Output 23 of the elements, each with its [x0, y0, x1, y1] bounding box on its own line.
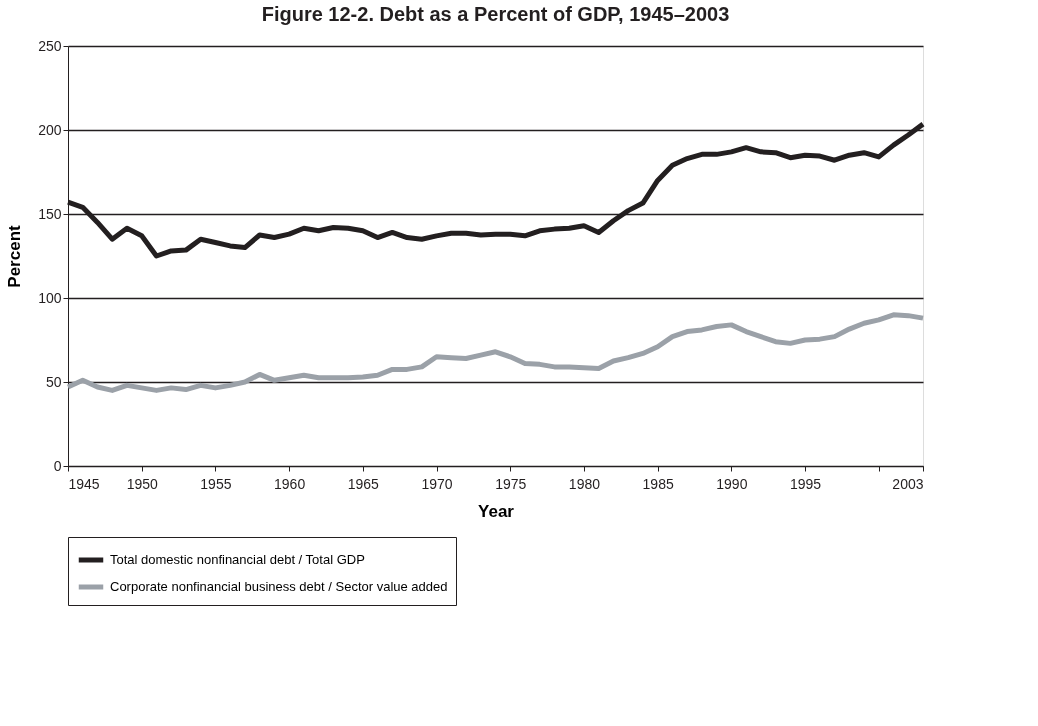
y-tick-label: 200	[38, 121, 62, 138]
y-axis-title: Percent	[5, 224, 25, 288]
x-tick-label: 1965	[347, 475, 380, 492]
x-tick-label: 1980	[568, 475, 601, 492]
x-tick-label: 1970	[421, 475, 453, 492]
y-tick-label: 0	[53, 457, 62, 474]
y-tick-label: 150	[38, 205, 62, 222]
x-tick-label: 1955	[200, 475, 232, 492]
legend-label: Total domestic nonfinancial debt / Total GDP	[110, 552, 365, 567]
y-tick-label: 250	[38, 37, 62, 54]
y-tick-label: 50	[45, 373, 62, 390]
x-tick-label: 1945	[68, 475, 100, 492]
x-tick-label: 1990	[716, 475, 748, 492]
x-axis-title: Year	[478, 501, 515, 521]
x-tick-label: 2003	[892, 475, 924, 492]
x-tick-label: 1985	[642, 475, 674, 492]
y-tick-label: 100	[38, 289, 62, 306]
x-tick-label: 1995	[789, 475, 822, 492]
x-tick-label: 1960	[274, 475, 306, 492]
chart-title: Figure 12-2. Debt as a Percent of GDP, 1945–2003	[261, 3, 730, 25]
x-tick-label: 1950	[126, 475, 158, 492]
x-tick-label: 1975	[495, 475, 527, 492]
legend-label: Corporate nonfinancial business debt / Sector value added	[110, 579, 448, 594]
